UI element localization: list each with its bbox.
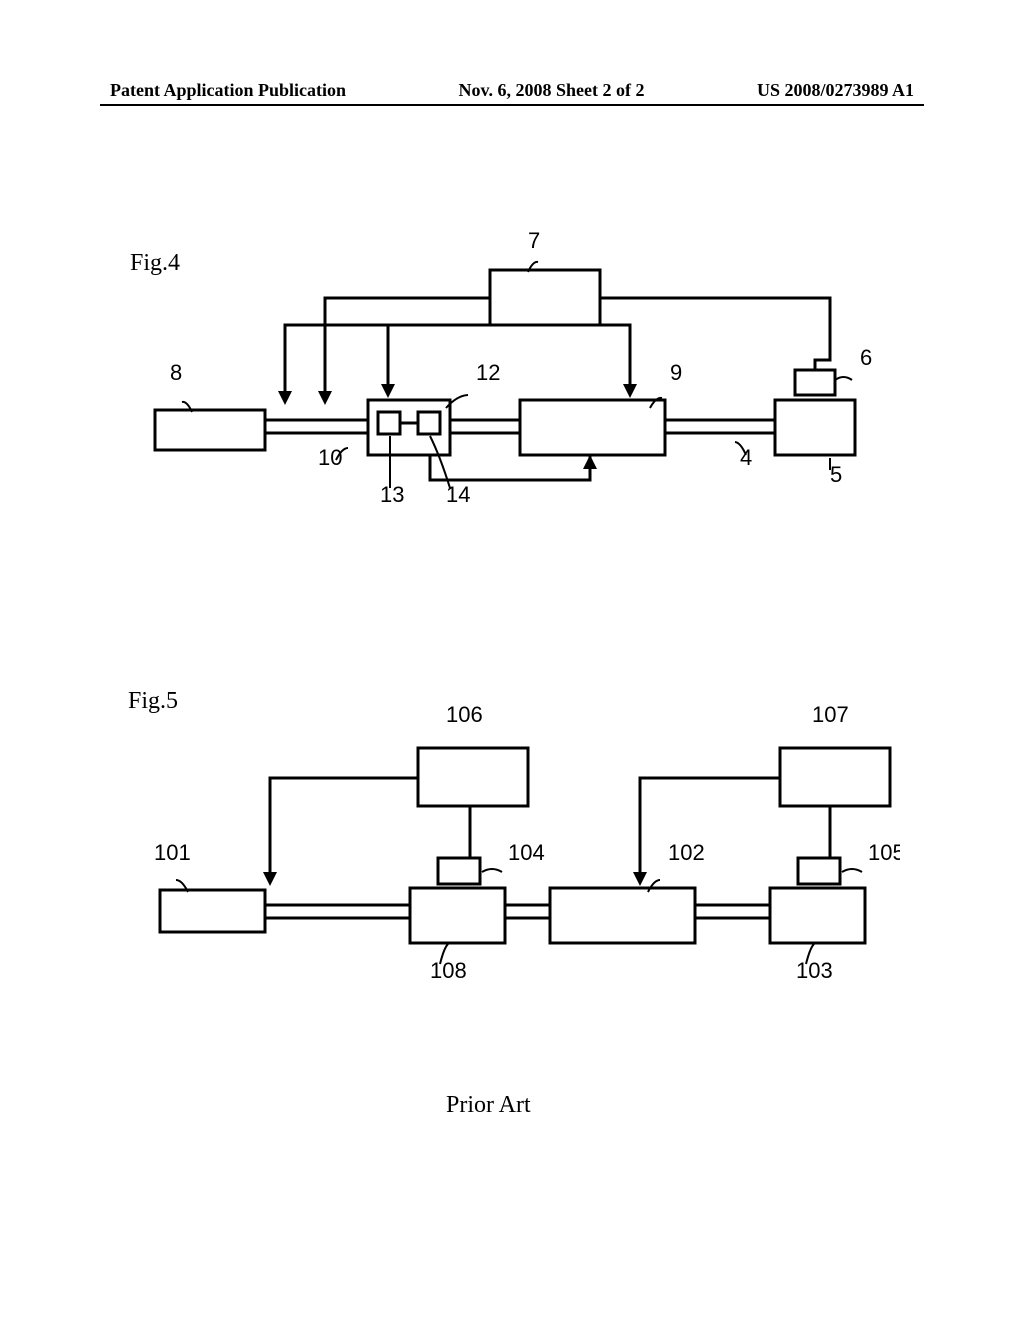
header-left: Patent Application Publication xyxy=(110,80,346,101)
fig5-diagram: 106 107 101 104 102 105 108 103 xyxy=(130,700,900,1020)
svg-text:105: 105 xyxy=(868,840,900,865)
svg-text:10: 10 xyxy=(318,445,342,470)
svg-text:12: 12 xyxy=(476,360,500,385)
svg-text:107: 107 xyxy=(812,702,849,727)
svg-text:102: 102 xyxy=(668,840,705,865)
svg-text:13: 13 xyxy=(380,482,404,507)
svg-text:14: 14 xyxy=(446,482,470,507)
svg-text:7: 7 xyxy=(528,230,540,253)
svg-text:103: 103 xyxy=(796,958,833,983)
svg-text:101: 101 xyxy=(154,840,191,865)
svg-text:4: 4 xyxy=(740,445,752,470)
svg-text:106: 106 xyxy=(446,702,483,727)
svg-text:6: 6 xyxy=(860,345,872,370)
svg-text:8: 8 xyxy=(170,360,182,385)
page-header: Patent Application Publication Nov. 6, 2… xyxy=(0,80,1024,101)
svg-text:104: 104 xyxy=(508,840,545,865)
svg-text:108: 108 xyxy=(430,958,467,983)
svg-text:5: 5 xyxy=(830,462,842,487)
prior-art-label: Prior Art xyxy=(446,1092,531,1119)
header-rule xyxy=(100,104,924,106)
svg-text:9: 9 xyxy=(670,360,682,385)
header-center: Nov. 6, 2008 Sheet 2 of 2 xyxy=(459,80,645,101)
header-right: US 2008/0273989 A1 xyxy=(757,80,914,101)
fig4-diagram: 7 8 12 9 6 10 13 14 4 5 xyxy=(130,230,900,520)
